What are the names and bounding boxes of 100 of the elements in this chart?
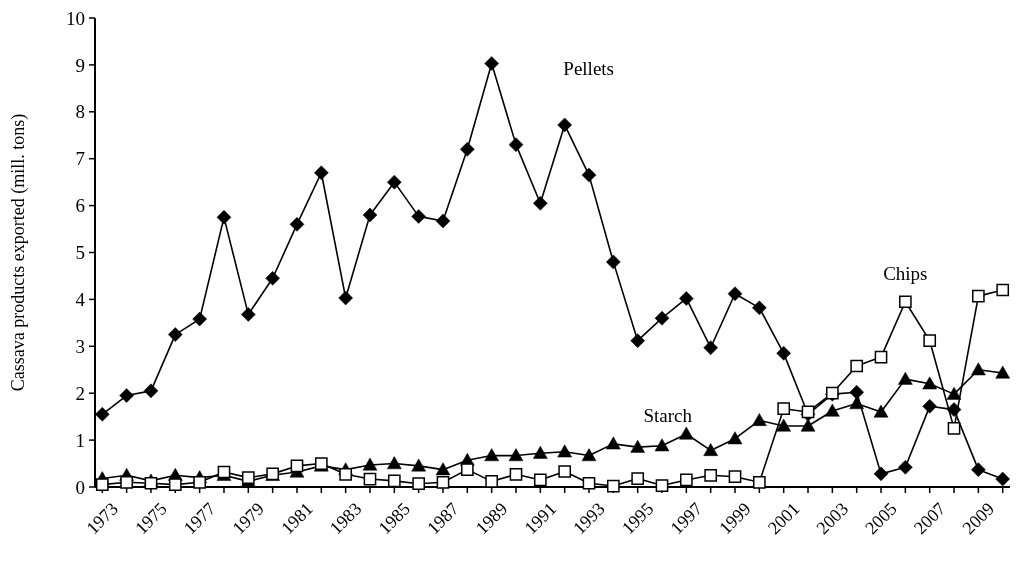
point	[533, 445, 548, 459]
point	[95, 478, 109, 491]
point	[362, 457, 378, 471]
point	[581, 448, 597, 462]
point	[946, 386, 962, 400]
y-tick-label: 9	[75, 54, 85, 76]
point	[193, 475, 206, 489]
point	[435, 213, 451, 229]
point	[800, 418, 816, 432]
point	[874, 350, 888, 364]
point	[606, 479, 620, 493]
point	[557, 444, 572, 458]
point	[631, 472, 645, 485]
point	[753, 475, 766, 489]
y-tick-label: 0	[75, 476, 85, 498]
point	[849, 385, 864, 400]
point	[825, 403, 840, 417]
y-tick-label: 1	[75, 429, 85, 451]
point	[728, 470, 742, 484]
series-label: Starch	[643, 405, 693, 427]
point	[289, 217, 305, 232]
point	[339, 467, 352, 481]
point	[776, 346, 791, 361]
point	[606, 254, 621, 270]
point	[873, 404, 889, 418]
point	[727, 286, 743, 302]
point	[120, 475, 133, 489]
point	[654, 438, 670, 452]
point	[752, 300, 767, 316]
point	[971, 462, 986, 477]
point	[411, 458, 426, 472]
point	[387, 474, 401, 488]
point	[411, 209, 426, 224]
y-tick-label: 5	[75, 242, 85, 264]
point	[265, 271, 280, 286]
point	[484, 56, 499, 71]
point	[192, 311, 207, 327]
y-tick-label: 4	[75, 289, 86, 311]
point	[508, 448, 524, 462]
point	[558, 465, 572, 478]
point	[922, 376, 937, 390]
point	[995, 471, 1010, 487]
y-tick-label: 8	[75, 101, 85, 123]
point	[460, 142, 475, 157]
point	[972, 289, 985, 303]
x-tick-label: 1981	[277, 498, 317, 539]
point	[946, 402, 962, 417]
point	[484, 448, 499, 462]
point	[168, 327, 183, 342]
point	[654, 310, 670, 326]
point	[168, 478, 182, 491]
point	[290, 459, 304, 473]
point	[849, 396, 864, 410]
point	[752, 413, 767, 426]
y-tick-label: 6	[75, 195, 85, 217]
x-tick-label: 1991	[520, 498, 561, 539]
point	[873, 466, 889, 482]
point	[850, 359, 864, 373]
point	[947, 422, 961, 435]
point	[679, 426, 694, 440]
point	[606, 436, 621, 450]
y-tick-label: 2	[75, 382, 85, 404]
point	[630, 439, 645, 453]
point	[582, 476, 596, 490]
point	[971, 362, 986, 376]
text: Pellets	[563, 57, 614, 79]
point	[703, 340, 718, 355]
point	[704, 468, 718, 482]
point	[655, 479, 669, 492]
point	[314, 165, 329, 181]
y-axis-title: Cassava products exported (mill. tons)	[8, 113, 29, 392]
point	[630, 333, 645, 348]
point	[923, 334, 937, 348]
point	[387, 456, 402, 470]
point	[216, 210, 232, 225]
point	[679, 473, 693, 487]
point	[509, 467, 523, 481]
y-tick-label: 7	[75, 148, 85, 170]
point	[363, 472, 377, 486]
point	[338, 290, 353, 306]
point	[485, 475, 499, 488]
series-label: Chips	[883, 262, 928, 284]
point	[777, 402, 791, 416]
point	[412, 477, 426, 491]
point	[241, 307, 256, 322]
point	[387, 174, 402, 190]
point	[119, 388, 134, 403]
point	[436, 475, 450, 489]
point	[995, 365, 1010, 379]
point	[95, 407, 110, 422]
point	[508, 137, 524, 152]
point	[435, 462, 451, 476]
point	[557, 117, 572, 133]
point	[703, 443, 718, 456]
point	[727, 431, 743, 445]
point	[922, 399, 937, 414]
y-tick-label: 3	[75, 335, 85, 357]
point	[776, 418, 791, 432]
point	[362, 207, 378, 223]
point	[898, 460, 913, 475]
